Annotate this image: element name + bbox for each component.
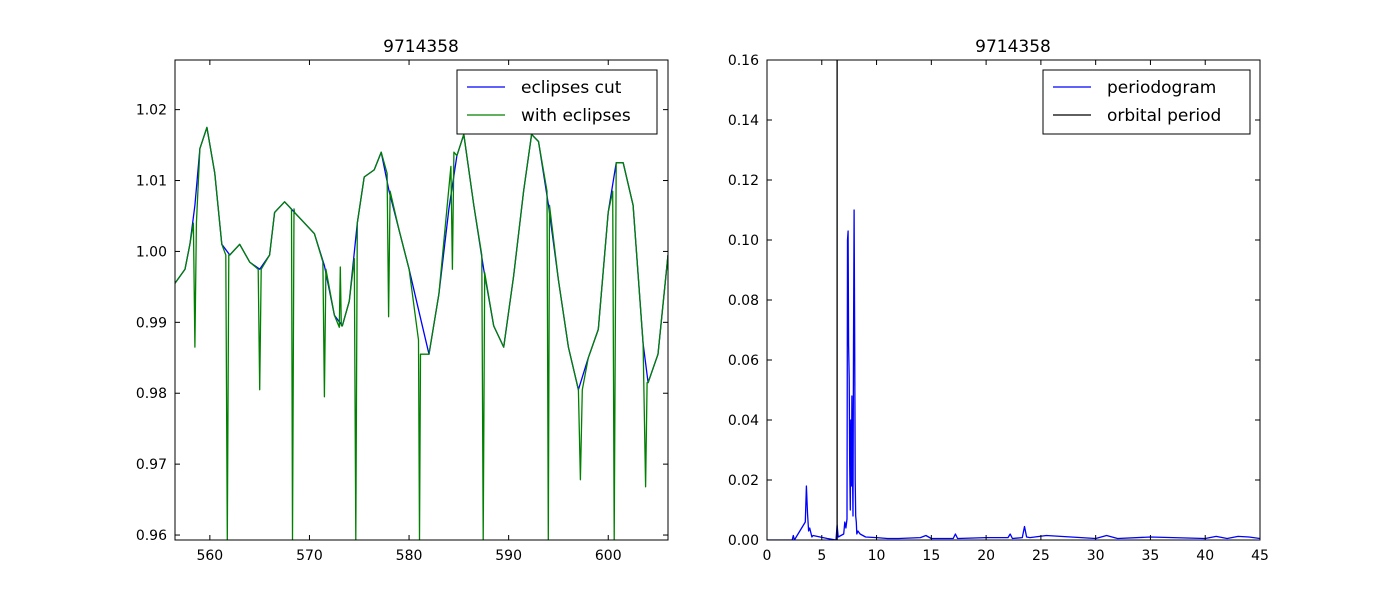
- y-tick-label: 0.10: [728, 233, 759, 249]
- series-periodogram-line: [767, 209, 1260, 540]
- y-tick-label: 0.99: [136, 315, 167, 331]
- periodogram-title: 9714358: [975, 37, 1051, 57]
- x-tick-label: 25: [1032, 548, 1050, 564]
- y-tick-label: 0.14: [728, 113, 759, 129]
- legend-label-orbital-period: orbital period: [1107, 106, 1221, 126]
- y-tick-label: 0.96: [136, 528, 167, 544]
- legend-label-periodogram: periodogram: [1107, 78, 1216, 98]
- y-tick-label: 0.04: [728, 413, 759, 429]
- light-curve-legend: eclipses cut with eclipses: [456, 69, 658, 135]
- y-tick-label: 0.97: [136, 457, 167, 473]
- x-tick-label: 10: [868, 548, 886, 564]
- x-tick-label: 35: [1142, 548, 1160, 564]
- light-curve-title: 9714358: [383, 37, 459, 57]
- series-with-eclipses-line: [175, 126, 668, 540]
- x-tick-label: 590: [495, 548, 522, 564]
- y-tick-label: 0.02: [728, 473, 759, 489]
- periodogram-plot: 9714358 0 5 10 15 20 25 30 35 40 45 0.000.020.040…: [728, 37, 1269, 564]
- y-tick-label: 0.98: [136, 386, 167, 402]
- y-tick-label: 1.01: [136, 174, 167, 190]
- x-tick-label: 5: [817, 548, 826, 564]
- legend-frame: [1042, 69, 1251, 135]
- x-tick-label: 20: [977, 548, 995, 564]
- periodogram-series: [767, 60, 1260, 540]
- legend-frame: [456, 69, 658, 135]
- series-eclipses-cut-line: [175, 126, 668, 391]
- y-tick-label: 0.00: [728, 533, 759, 549]
- x-tick-label: 0: [763, 548, 772, 564]
- y-tick-label: 0.16: [728, 53, 759, 69]
- y-tick-label: 1.00: [136, 244, 167, 260]
- y-tick-label: 1.02: [136, 103, 167, 119]
- y-tick-label: 0.08: [728, 293, 759, 309]
- y-tick-label: 0.06: [728, 353, 759, 369]
- periodogram-x-axis: 0 5 10 15 20 25 30 35 40 45: [763, 60, 1269, 564]
- light-curve-series: [175, 126, 668, 540]
- x-tick-label: 600: [595, 548, 622, 564]
- light-curve-plot: 9714358 560 570 580 590 600 0.96 0.97 0.98 0.99…: [136, 37, 669, 564]
- y-tick-label: 0.12: [728, 173, 759, 189]
- x-tick-label: 30: [1087, 548, 1105, 564]
- light-curve-y-axis: 0.96 0.97 0.98 0.99 1.00 1.01 1.02: [136, 103, 668, 544]
- periodogram-legend: periodogram orbital period: [1042, 69, 1251, 135]
- x-tick-label: 45: [1251, 548, 1269, 564]
- light-curve-x-axis: 560 570 580 590 600: [196, 60, 622, 564]
- legend-label-eclipses-cut: eclipses cut: [521, 78, 622, 98]
- x-tick-label: 580: [396, 548, 423, 564]
- legend-label-with-eclipses: with eclipses: [521, 106, 631, 126]
- x-tick-label: 40: [1196, 548, 1214, 564]
- x-tick-label: 560: [196, 548, 223, 564]
- x-tick-label: 570: [296, 548, 323, 564]
- light-curve-plot-frame: [174, 59, 669, 541]
- periodogram-y-axis: 0.00 0.02 0.04 0.06 0.08 0.10 0.12 0.14 0.16: [728, 53, 1260, 549]
- x-tick-label: 15: [922, 548, 940, 564]
